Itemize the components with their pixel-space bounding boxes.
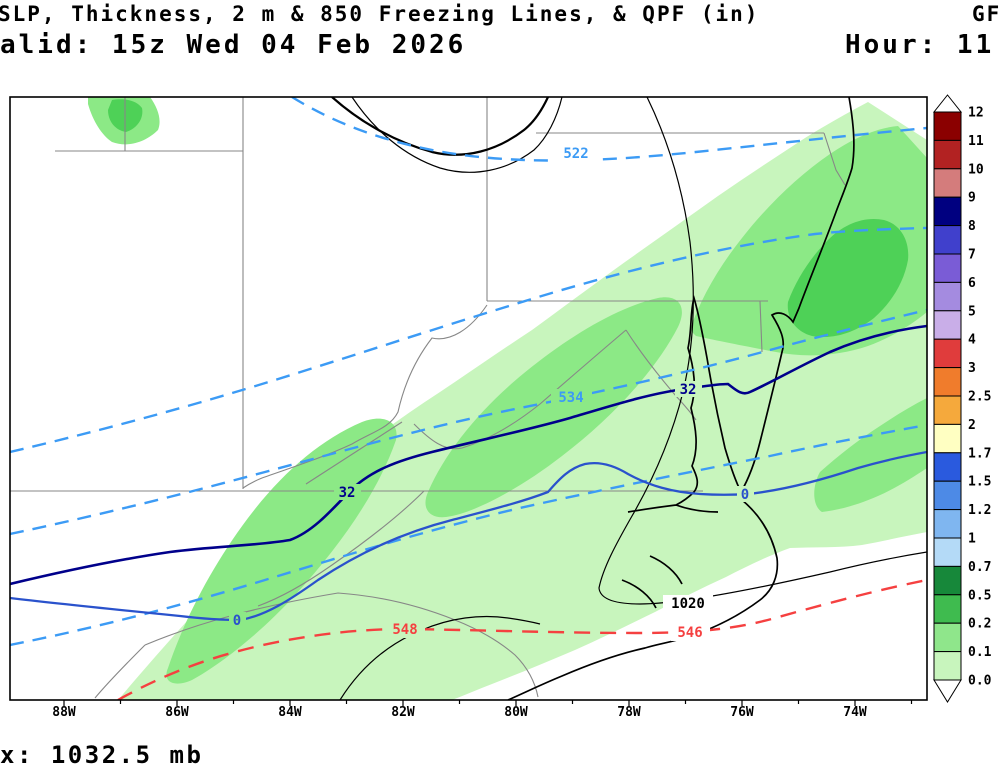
- colorbar-label: 1.2: [968, 503, 991, 518]
- thickness-contour-528: [10, 226, 927, 454]
- colorbar-label: 0.5: [968, 588, 991, 603]
- colorbar-cell: [933, 338, 962, 369]
- contour-label-546: 546: [677, 625, 702, 641]
- qpf-colorbar: 12 11 10 9 8 7 6 5 4 3 2.5 2 1.7 1.5 1.2 1 0.7 0.5 0.2 0.1 0…: [932, 94, 992, 703]
- colorbar-label: 1.7: [968, 446, 991, 461]
- thickness-contour-540: [10, 423, 927, 647]
- colorbar-label: 2: [968, 418, 976, 433]
- axis-label: 76W: [730, 705, 754, 720]
- axis-label: 84W: [278, 705, 302, 720]
- contour-label-0-east: 0: [741, 487, 749, 503]
- map-content: 522 534 32 32 0 0 548 546 1020: [10, 97, 927, 700]
- colorbar-label: 2.5: [968, 390, 991, 405]
- longitude-axis: 88W 86W 84W 82W 80W 78W 76W 74W: [52, 700, 913, 720]
- colorbar-cell: [933, 196, 962, 227]
- colorbar-label: 1: [968, 532, 976, 547]
- colorbar-label: 0.0: [968, 674, 992, 689]
- colorbar-cell: [933, 423, 962, 454]
- colorbar-cell: [933, 452, 962, 482]
- colorbar-cell: [933, 395, 962, 425]
- axis-label: 80W: [504, 705, 528, 720]
- colorbar-cell: [933, 565, 962, 596]
- mslp-contours: [339, 97, 927, 700]
- valid-time-label: alid: 15z Wed 04 Feb 2026: [0, 30, 467, 60]
- colorbar-labels: 12 11 10 9 8 7 6 5 4 3 2.5 2 1.7 1.5 1.2 1 0.7 0.5 0.2 0.1 0…: [968, 106, 992, 689]
- forecast-hour-label: Hour: 11: [845, 30, 995, 60]
- map-title: SLP, Thickness, 2 m & 850 Freezing Lines…: [0, 2, 760, 26]
- axis-label: 82W: [391, 705, 415, 720]
- colorbar-label: 3: [968, 361, 976, 376]
- axis-label: 88W: [52, 705, 76, 720]
- freezing-line-2m: [10, 324, 927, 586]
- colorbar-label: 1.5: [968, 475, 991, 490]
- colorbar-top-triangle-icon: [932, 94, 963, 113]
- colorbar-cell: [933, 594, 962, 624]
- colorbar-label: 8: [968, 219, 976, 234]
- thickness-contours-cold: [10, 97, 927, 647]
- colorbar-label: 5: [968, 304, 976, 319]
- colorbar-cell: [933, 281, 962, 312]
- contour-label-522: 522: [563, 146, 588, 162]
- colorbar-cell: [933, 651, 962, 681]
- colorbar-label: 0.1: [968, 645, 992, 660]
- colorbar-cell: [933, 537, 962, 567]
- thickness-contour-546-red: [117, 578, 927, 700]
- colorbar-label: 0.7: [968, 560, 991, 575]
- colorbar-label: 9: [968, 191, 976, 206]
- map-border: [9, 96, 928, 701]
- axis-label: 78W: [617, 705, 641, 720]
- thickness-contour-522: [291, 97, 927, 162]
- contour-label-32-east: 32: [680, 382, 697, 398]
- colorbar-label: 4: [968, 333, 976, 348]
- colorbar-label: 7: [968, 248, 976, 263]
- colorbar-cell: [933, 509, 962, 539]
- model-name-label: GF: [972, 2, 1000, 26]
- contour-label-32-west: 32: [339, 485, 356, 501]
- colorbar-cell: [933, 225, 962, 255]
- colorbar-label: 11: [968, 134, 984, 149]
- freezing-line-850: [10, 450, 927, 622]
- qpf-shading-dark: [108, 99, 909, 338]
- contour-label-534: 534: [558, 390, 583, 406]
- colorbar-cell: [933, 367, 962, 397]
- colorbar-label: 12: [968, 106, 984, 121]
- contour-label-0-west: 0: [233, 613, 241, 629]
- colorbar-label: 0.2: [968, 617, 991, 632]
- colorbar-cell: [933, 622, 962, 653]
- colorbar-cell: [933, 168, 962, 198]
- colorbar-cell: [933, 310, 962, 340]
- axis-label: 86W: [165, 705, 189, 720]
- colorbar-bottom-triangle-icon: [933, 679, 962, 703]
- colorbar-cell: [933, 480, 962, 511]
- lake-erie-shoreline-icon: [331, 97, 549, 156]
- contour-label-1020: 1020: [671, 596, 705, 612]
- contour-label-548: 548: [392, 622, 417, 638]
- colorbar-cell: [933, 253, 962, 283]
- thickness-contour-534: [10, 308, 927, 536]
- colorbar-label: 10: [968, 162, 984, 177]
- axis-label: 74W: [843, 705, 867, 720]
- colorbar-cell: [933, 111, 962, 141]
- colorbar-cells: [933, 111, 962, 681]
- contour-label-masks: [229, 145, 754, 641]
- colorbar-label: 6: [968, 276, 976, 291]
- colorbar-cell: [933, 139, 962, 170]
